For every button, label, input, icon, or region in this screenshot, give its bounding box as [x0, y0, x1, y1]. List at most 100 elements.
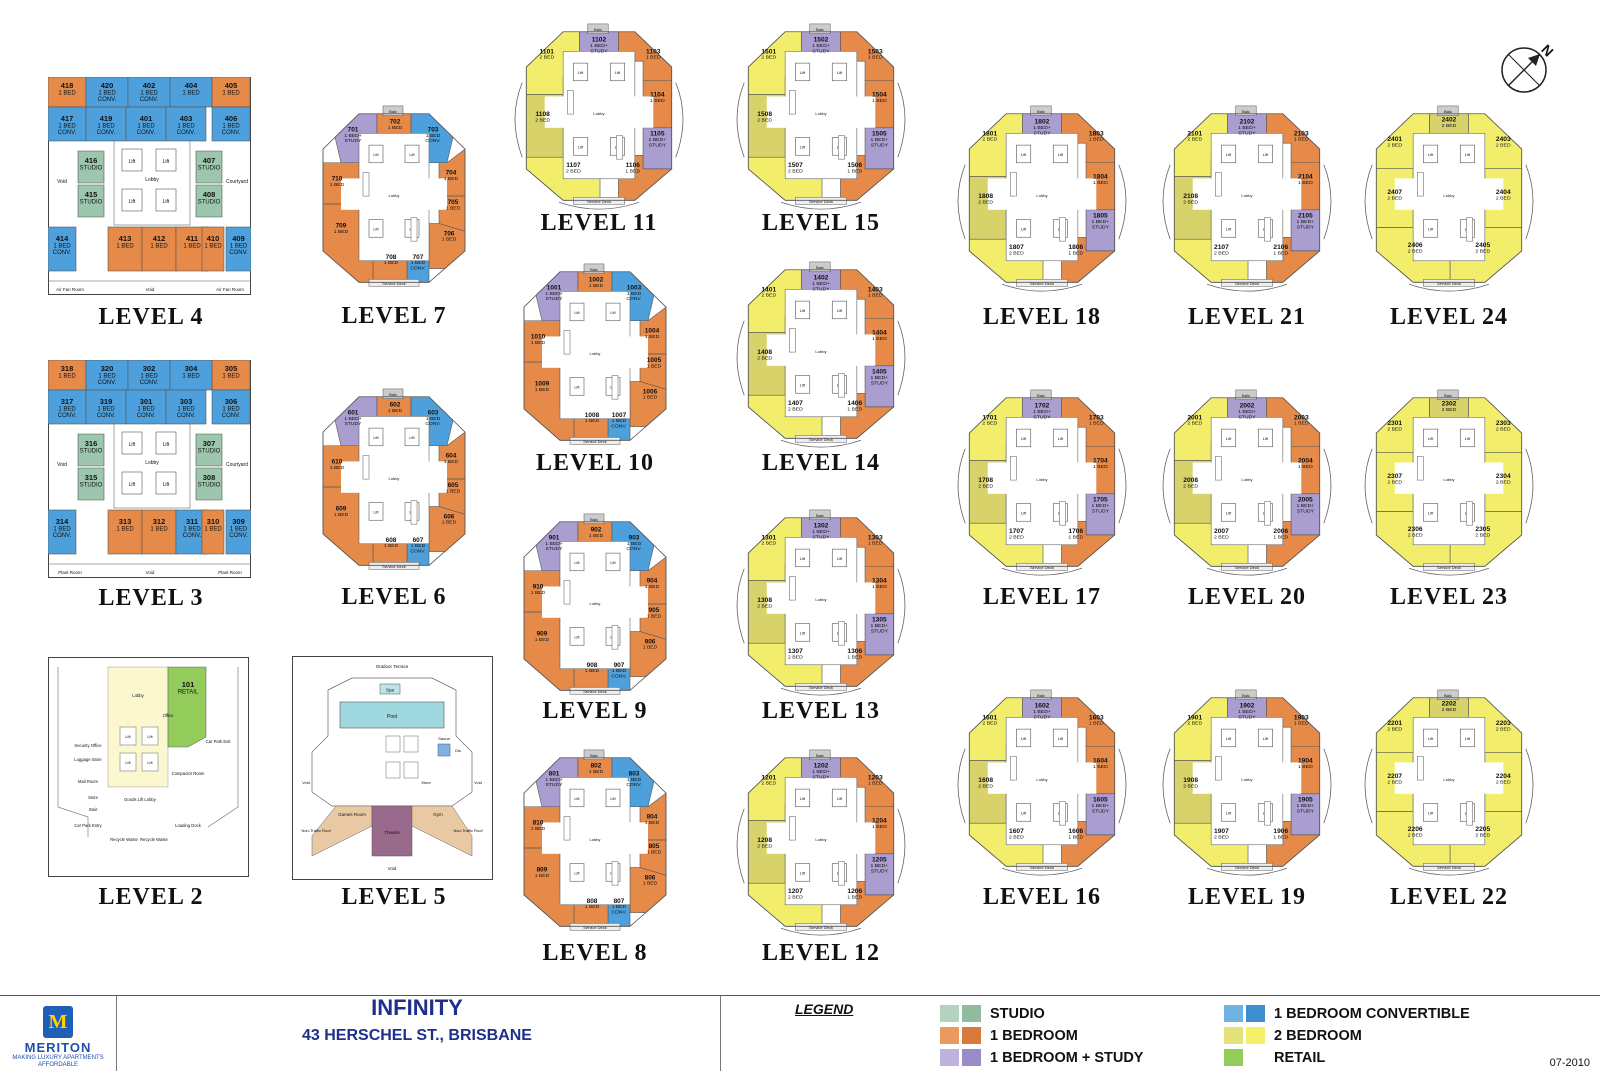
- lift-label: Lift: [1021, 436, 1027, 441]
- stair: [788, 816, 796, 841]
- north-arrow: N: [1501, 41, 1554, 93]
- lift-label: Lift: [1226, 436, 1232, 441]
- unit-number: 401: [140, 114, 153, 123]
- unit-number: 317: [61, 397, 74, 406]
- lift-label: Lift: [800, 630, 806, 635]
- balcony: [1235, 389, 1257, 400]
- room-label: Stair: [89, 807, 98, 812]
- unit-type: STUDY: [871, 629, 889, 635]
- unit-number: 1601: [982, 714, 997, 721]
- unit-type: CONV.: [425, 138, 440, 144]
- unit-314: [48, 509, 77, 555]
- unit-number: 311: [186, 517, 198, 526]
- stair: [410, 500, 418, 525]
- unit-type: 1 BED: [230, 244, 248, 250]
- lobby-label: Lobby: [1241, 193, 1252, 198]
- unit-type: STUDIO: [198, 166, 221, 172]
- unit-type: 1 BED+: [1033, 125, 1051, 131]
- lift-shaft: [573, 137, 589, 156]
- unit-type: STUDIO: [80, 200, 103, 206]
- curved-balcony: [1364, 448, 1373, 524]
- legend-item: 1 BEDROOM: [940, 1026, 1078, 1045]
- unit-number: 404: [185, 81, 198, 90]
- lift-shaft: [831, 548, 847, 568]
- unit-number: 302: [143, 364, 156, 373]
- unit-number: 416: [85, 156, 98, 165]
- service-deck-label: Service Deck: [382, 281, 406, 286]
- lift-label: Lift: [837, 796, 843, 801]
- title-level-20: LEVEL 20: [1187, 584, 1307, 610]
- lift-label: Lift: [1058, 736, 1064, 741]
- unit-type: 1 BED: [334, 229, 349, 235]
- unit-number: 1201: [761, 774, 776, 781]
- lift-shaft: [155, 431, 177, 455]
- unit-type: 1 BED: [384, 543, 399, 549]
- lift-shaft: [1257, 428, 1273, 448]
- unit-number: 1103: [646, 48, 661, 55]
- unit-number: 2104: [1298, 174, 1313, 181]
- lobby-label: Lobby: [815, 597, 826, 602]
- unit-number: 707: [413, 254, 424, 261]
- unit-number: 409: [232, 234, 245, 243]
- unit-type: CONV.: [222, 413, 241, 419]
- stair: [788, 328, 796, 353]
- title-level-14: LEVEL 14: [761, 450, 881, 476]
- lift-shaft: [1221, 728, 1237, 748]
- unit-number: 2108: [1183, 193, 1198, 200]
- unit-type: CONV.: [98, 380, 117, 386]
- unit-type: 1 BED: [643, 645, 658, 651]
- unit-417: [48, 106, 87, 142]
- unit-number: 2001: [1187, 414, 1202, 421]
- lobby-band: [1192, 762, 1302, 794]
- unit-type: 2 BED: [1183, 784, 1198, 790]
- unit-number: 1101: [540, 48, 555, 55]
- lobby-label: Lobby: [1036, 777, 1047, 782]
- curved-balcony: [1118, 448, 1127, 524]
- courtyard-label: Courtyard: [226, 462, 248, 468]
- unit-number: 1405: [872, 369, 887, 376]
- unit-type: 1 BED: [1294, 137, 1309, 143]
- unit-type: 1 BED: [442, 520, 457, 526]
- tower-outline: [968, 697, 1116, 867]
- lift-shaft: [1016, 728, 1032, 748]
- tower-outline: [747, 757, 895, 927]
- unit-number: 414: [56, 234, 69, 243]
- lobby-band: [766, 822, 876, 854]
- lift-label: Lift: [800, 70, 806, 75]
- unit-type: 1 BED: [230, 527, 248, 533]
- unit-type: CONV.: [53, 250, 72, 256]
- unit-type: 1 BED: [53, 527, 71, 533]
- lift-label: Lift: [1465, 436, 1471, 441]
- unit-type: 1 BED+: [812, 769, 830, 775]
- unit-type: STUDY: [812, 774, 830, 780]
- unit-number: 402: [143, 81, 156, 90]
- compass-ring: [1501, 47, 1547, 93]
- lift-label: Lift: [1263, 736, 1269, 741]
- unit-number: 2402: [1442, 117, 1457, 124]
- lobby-label: Lobby: [1241, 477, 1252, 482]
- unit-number: 420: [101, 81, 114, 90]
- unit-type: 2 BED: [761, 55, 776, 61]
- unit-number: 1908: [1183, 777, 1198, 784]
- room-label: Spa: [386, 688, 395, 693]
- service-deck-label: Service Deck: [1235, 865, 1259, 870]
- room-label: Void: [388, 866, 397, 871]
- unit-type: 2 BED: [1408, 533, 1423, 539]
- unit-type: 1 BED: [868, 293, 883, 299]
- unit-number: 316: [85, 439, 98, 448]
- balcony: [809, 749, 831, 760]
- unit-number: 1003: [627, 284, 642, 291]
- lift-shaft: [605, 302, 621, 322]
- unit-number: 601: [348, 409, 359, 416]
- tower-outline: [1375, 397, 1523, 567]
- unit-type: 1 BED: [645, 584, 660, 590]
- room-label: Void: [302, 780, 310, 785]
- unit-type: 1 BED+: [870, 863, 888, 869]
- title-level-4: LEVEL 4: [98, 304, 204, 330]
- unit-number: 806: [645, 874, 656, 881]
- unit-type: 1 BED: [589, 283, 604, 289]
- balcony-label: Balc: [1444, 693, 1452, 698]
- unit-number: 1907: [1214, 828, 1229, 835]
- plan-l11: LiftLiftLiftLiftLobbyBalcService Deck110…: [514, 23, 684, 210]
- lift-label: Lift: [373, 509, 379, 514]
